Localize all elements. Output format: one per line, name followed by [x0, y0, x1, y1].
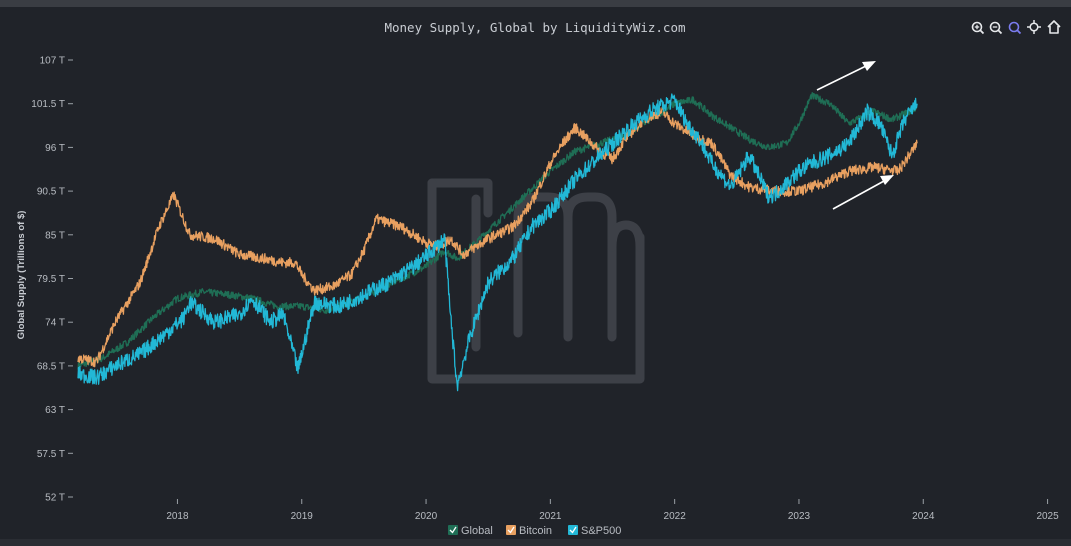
- chart-canvas: Money Supply, Global by LiquidityWiz.com: [16, 20, 1061, 537]
- legend-checkbox-icon[interactable]: [448, 525, 458, 535]
- y-tick-label: 74 T: [45, 318, 65, 329]
- chart-title: Money Supply, Global by LiquidityWiz.com: [384, 20, 685, 35]
- chart-toolbar: [971, 20, 1061, 35]
- x-tick-label: 2022: [664, 511, 687, 522]
- checkmark-icon: [569, 526, 577, 534]
- series-line-sp500: [77, 93, 918, 392]
- y-tick-label: 85 T: [45, 230, 65, 241]
- x-tick-label: 2019: [291, 511, 314, 522]
- y-tick-label: 101.5 T: [31, 99, 65, 110]
- y-tick-label: 90.5 T: [37, 187, 65, 198]
- zoom-out-icon[interactable]: [989, 21, 1003, 35]
- lower-arrow-head: [880, 175, 894, 185]
- legend-label: S&P500: [581, 525, 621, 537]
- y-tick-label: 96 T: [45, 143, 65, 154]
- legend-label: Global: [461, 525, 493, 537]
- y-axis-label: Global Supply (Trillions of $): [16, 211, 27, 340]
- y-tick-label: 107 T: [40, 56, 65, 67]
- legend-item-global[interactable]: Global: [448, 525, 493, 537]
- y-tick-label: 79.5 T: [37, 274, 65, 285]
- liquiditywiz-watermark-logo: [427, 178, 645, 384]
- reset-home-icon[interactable]: [1047, 20, 1061, 34]
- y-axis: 52 T 57.5 T 63 T 68.5 T 74 T 79.5 T 85 T 90.5 T…: [31, 56, 73, 504]
- y-tick-label: 63 T: [45, 405, 65, 416]
- y-tick-label: 68.5 T: [37, 361, 65, 372]
- series-line-global: [77, 92, 918, 370]
- legend-item-bitcoin[interactable]: Bitcoin: [506, 525, 552, 537]
- checkmark-icon: [449, 526, 457, 534]
- series-layer: [77, 92, 918, 392]
- zoom-select-icon[interactable]: [1008, 21, 1022, 35]
- upper-arrow-head: [862, 61, 876, 71]
- legend-checkbox-icon[interactable]: [568, 525, 578, 535]
- chart-legend: Global Bitcoin S&P500: [448, 525, 621, 537]
- x-tick-label: 2025: [1036, 511, 1059, 522]
- legend-item-sp500[interactable]: S&P500: [568, 525, 621, 537]
- x-axis: 2018 2019 2020 2021 2022 2023 2024 2025: [166, 499, 1059, 522]
- lower-trend-arrow: [832, 180, 885, 210]
- series-line-bitcoin: [77, 106, 918, 368]
- pan-icon[interactable]: [1027, 20, 1041, 34]
- x-tick-label: 2023: [788, 511, 811, 522]
- upper-trend-arrow: [816, 65, 867, 91]
- x-tick-label: 2021: [539, 511, 562, 522]
- legend-checkbox-icon[interactable]: [506, 525, 516, 535]
- y-tick-label: 57.5 T: [37, 449, 65, 460]
- x-tick-label: 2018: [166, 511, 189, 522]
- annotation-arrows: [816, 61, 894, 210]
- y-tick-label: 52 T: [45, 493, 65, 504]
- zoom-in-icon[interactable]: [971, 21, 985, 35]
- legend-label: Bitcoin: [519, 525, 552, 537]
- x-tick-label: 2020: [415, 511, 438, 522]
- x-tick-label: 2024: [912, 511, 935, 522]
- checkmark-icon: [507, 526, 515, 534]
